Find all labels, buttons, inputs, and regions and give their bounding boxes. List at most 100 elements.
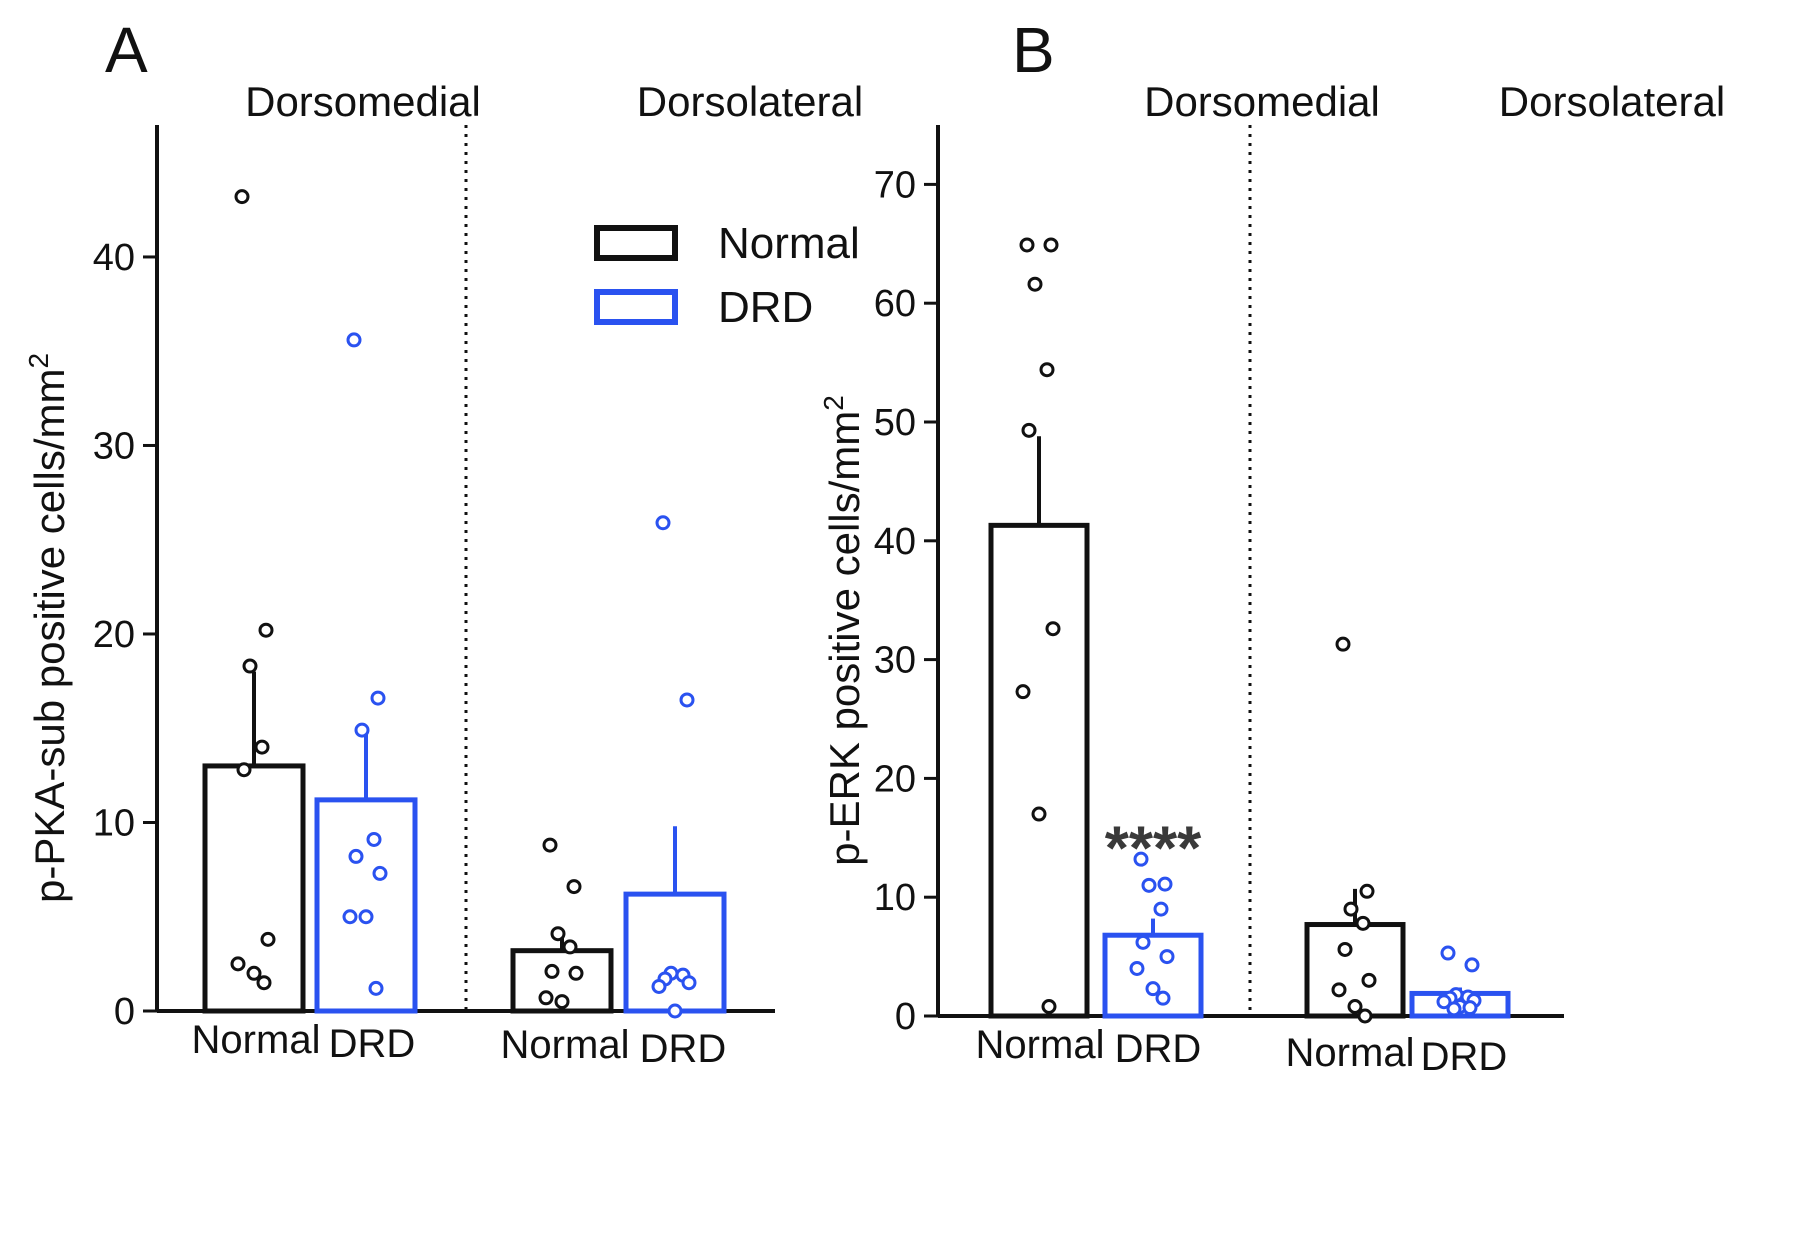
panel-a-dorsomedial-drd-data-point [358,909,374,925]
panel-b-dorsolateral-normal-data-point [1359,883,1375,899]
panel-a-y-tick-label: 40 [93,237,135,279]
panel-b-dorsolateral-drd-data-point [1436,994,1452,1010]
panel-b-plot: 0 10 20 30 40 50 60 70 p-ERK positive cells/mm2 N… [818,125,1564,1079]
panel-a-dorsolateral-normal-data-point [562,939,578,955]
panel-b-dorsomedial-normal-data-point [1019,237,1035,253]
panel-b-dorsomedial-drd-data-point [1135,934,1151,950]
panel-a-y-tick-label: 0 [114,991,135,1033]
legend-normal-swatch [594,225,678,261]
panel-a-dorsolateral-drd-data-point [655,515,671,531]
panel-b-dorsomedial-normal-data-point [1031,806,1047,822]
panel-b-dorsomedial-normal-category-label: Normal [976,1023,1105,1067]
panel-b-dorsomedial-drd-data-point [1133,851,1149,867]
panel-b-y-tick-label: 0 [895,996,916,1038]
panel-b-dorsomedial-drd-bar [1102,932,1204,1019]
panel-a-dorsolateral-normal-data-point [568,965,584,981]
panel-a-dorsolateral-normal-data-point [544,963,560,979]
legend-drd-label: DRD [718,283,813,332]
panel-a-dorsomedial-drd-data-point [342,909,358,925]
panel-a-plot: 0 10 20 30 40 p-PKA-sub positive cells/mm2 Nor… [23,125,775,1071]
panel-b-significance-marker: **** [1105,815,1202,884]
panel-a-dorsomedial-normal-data-point [242,658,258,674]
panel-a-dorsolateral-normal-data-point [566,879,582,895]
panel-a-dorsomedial-normal-data-point [236,762,252,778]
panel-b-dorsolateral-normal-data-point [1347,998,1363,1014]
legend-normal-label: Normal [718,219,860,268]
panel-b-dorsolateral-normal-bar [1304,922,1406,1019]
panel-b-dorsomedial-drd-data-point [1153,901,1169,917]
panel-a-dorsomedial-drd-data-point [370,690,386,706]
panel-b-dorsolateral-normal-data-point [1355,915,1371,931]
panel-b-dorsomedial-drd-category-label: DRD [1115,1027,1202,1071]
panel-b-label: B [1012,14,1055,86]
panel-b-dorsolateral-normal-data-point [1337,941,1353,957]
panel-b-dorsolateral-drd-data-point [1462,1000,1478,1016]
panel-a-dorsolateral-normal-data-point [554,994,570,1010]
panel-b-y-tick-label: 20 [874,758,916,800]
panel-b-y-tick-label: 50 [874,402,916,444]
panel-b-dorsomedial-drd-data-point [1155,990,1171,1006]
panel-b-dorsolateral-normal-category-label: Normal [1286,1031,1415,1075]
panel-b-dorsomedial-drd-data-point [1129,960,1145,976]
panel-a-dorsomedial-drd-bar [314,797,418,1014]
panel-a-dorsomedial-normal-data-point [260,931,276,947]
panel-a-dorsolateral-drd-data-point [667,1003,683,1019]
panel-a-dorsomedial-normal-bar [202,763,306,1014]
panel-a-dorsolateral-normal-bar [510,948,614,1014]
panel-b-dorsomedial-normal-data-point [1015,684,1031,700]
panel-a-dorsomedial-drd-category-label: DRD [329,1022,416,1066]
panel-a-dorsomedial-normal-data-point [256,975,272,991]
panel-a-dorsolateral-drd-data-point [651,978,667,994]
panel-b-dorsolateral-drd-data-point [1446,1001,1462,1017]
panel-b-dorsomedial-normal-data-point [1043,237,1059,253]
legend-drd-swatch [594,289,678,325]
panel-a-dorsolateral-drd-bar [623,891,727,1014]
panel-a-dorsomedial-normal-data-point [254,739,270,755]
panel-b-region-dorsomedial-label: Dorsomedial [1144,78,1380,125]
panel-a-dorsomedial-drd-data-point [354,722,370,738]
panel-b-dorsomedial-normal-data-point [1041,998,1057,1014]
panel-a-region-dorsolateral-label: Dorsolateral [637,78,863,125]
panel-a-dorsomedial-normal-data-point [234,189,250,205]
panel-a-dorsomedial-drd-data-point [346,332,362,348]
panel-b-dorsomedial-drd-data-point [1145,981,1161,997]
panel-b-dorsomedial-drd-data-point [1141,877,1157,893]
panel-a-dorsolateral-normal-data-point [542,837,558,853]
panel-b-dorsolateral-normal-data-point [1335,636,1351,652]
panel-b-y-tick-label: 70 [874,164,916,206]
panel-a-dorsomedial-drd-data-point [348,848,364,864]
panel-a-label: A [105,14,148,86]
panel-b-y-tick-label: 30 [874,640,916,682]
panel-b-dorsolateral-normal-data-point [1357,1008,1373,1024]
panel-b-dorsomedial-normal-data-point [1039,362,1055,378]
panel-b-dorsomedial-normal-data-point [1021,422,1037,438]
panel-a-y-tick-label: 20 [93,614,135,656]
panel-a-dorsolateral-normal-data-point [538,990,554,1006]
panel-a-dorsomedial-drd-data-point [368,980,384,996]
panel-a-y-axis-title: p-PKA-sub positive cells/mm2 [23,353,73,903]
panel-b-dorsolateral-normal-data-point [1343,901,1359,917]
panel-a-dorsolateral-drd-data-point [681,975,697,991]
panel-a-y-tick-label: 10 [93,802,135,844]
panel-a-y-tick-label: 30 [93,425,135,467]
panel-a-dorsomedial-drd-data-point [366,831,382,847]
panel-b-y-axis-title: p-ERK positive cells/mm2 [818,395,868,866]
panel-b-dorsolateral-drd-data-point [1440,945,1456,961]
panel-a-y-axis-title-superscript: 2 [23,353,54,369]
panel-b-dorsomedial-normal-data-point [1045,621,1061,637]
panel-b-dorsomedial-normal-data-point [1027,276,1043,292]
panel-a-dorsolateral-drd-category-label: DRD [640,1027,727,1071]
panel-b-dorsolateral-normal-data-point [1361,972,1377,988]
panel-a-dorsomedial-normal-data-point [230,956,246,972]
panel-a-dorsomedial-drd-data-point [372,865,388,881]
panel-b-dorsomedial-normal-bar [988,522,1090,1019]
panel-a-dorsolateral-drd-data-point [679,692,695,708]
panel-b-dorsomedial-drd-data-point [1157,876,1173,892]
panel-b-y-axis-title-superscript: 2 [818,395,849,411]
panel-b-dorsomedial-drd-data-point [1159,949,1175,965]
legend: Normal DRD [594,219,860,332]
panel-a-dorsomedial-normal-data-point [258,622,274,638]
panel-a-dorsomedial-normal-data-point [246,965,262,981]
